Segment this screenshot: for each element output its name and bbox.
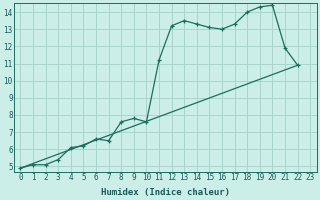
- X-axis label: Humidex (Indice chaleur): Humidex (Indice chaleur): [101, 188, 230, 197]
